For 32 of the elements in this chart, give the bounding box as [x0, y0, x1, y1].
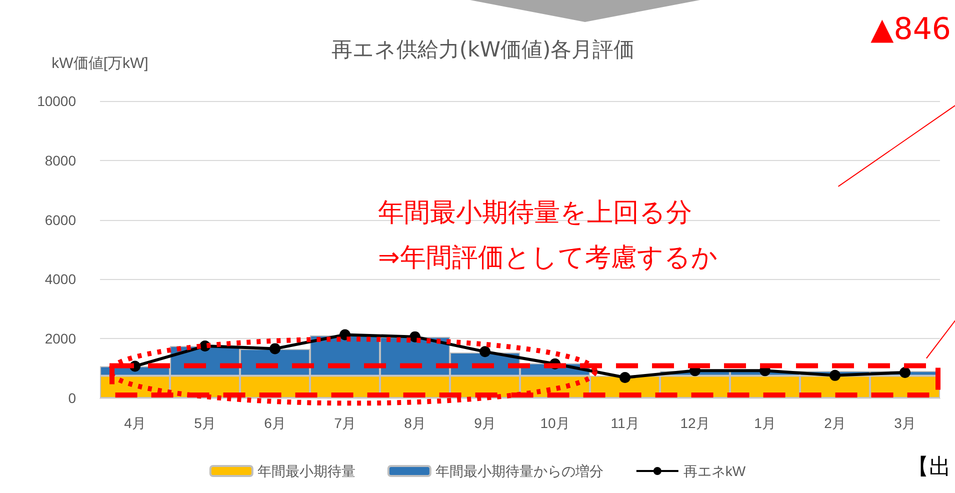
y-tick-label: 4000: [44, 271, 76, 288]
x-tick-label: 8月: [404, 415, 426, 431]
y-axis-title: kW価値[万kW]: [52, 55, 148, 72]
y-tick-label: 6000: [44, 212, 76, 228]
x-tick-label: 7月: [334, 415, 356, 431]
annotation: ⇒年間評価として考慮するか: [378, 242, 718, 275]
y-tick-label: 10000: [37, 93, 76, 109]
x-tick-label: 3月: [894, 415, 916, 431]
annotation: 年間最小期待量を上回る分: [378, 197, 692, 230]
x-tick-label: 9月: [474, 415, 496, 431]
x-tick-label: 4月: [124, 415, 146, 431]
x-tick-label: 10月: [540, 415, 570, 431]
point: [900, 366, 910, 378]
point: [270, 343, 280, 354]
y-tick-label: 0: [68, 390, 76, 406]
text: 【出: [907, 454, 951, 482]
point: [830, 370, 840, 381]
chart-title: 再エネ供給力(kW価値)各月評価: [331, 38, 635, 62]
legend-label: 年間最小期待量: [257, 463, 356, 479]
y-tick-label: 2000: [44, 330, 76, 347]
legend-label: 年間最小期待量からの増分: [435, 463, 604, 479]
x-tick-label: 11月: [610, 415, 640, 431]
x-tick-label: 2月: [824, 415, 846, 431]
point: [620, 372, 630, 384]
x-tick-label: 5月: [194, 415, 216, 431]
x-tick-label: 1月: [754, 415, 776, 431]
x-tick-label: 6月: [264, 415, 286, 431]
point: [480, 346, 490, 358]
legend-label: 再エネkW: [683, 463, 746, 479]
x-tick-label: 12月: [680, 415, 710, 431]
y-tick-label: 8000: [44, 152, 76, 168]
text: ▲846: [870, 12, 951, 47]
